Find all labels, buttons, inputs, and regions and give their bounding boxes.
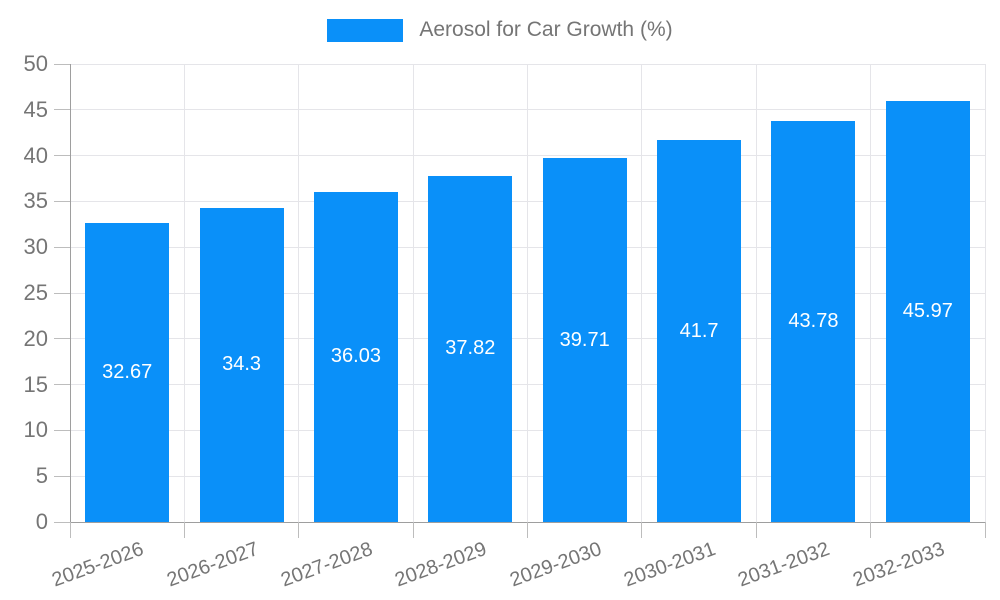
y-tick-label: 0 [35, 509, 48, 534]
x-axis-tick [641, 522, 643, 538]
y-tick-label: 15 [23, 371, 48, 397]
x-axis-tick [298, 522, 300, 538]
bar[interactable]: 37.82 [428, 175, 513, 522]
y-axis-tick [54, 475, 70, 477]
legend-series-label: Aerosol for Car Growth (%) [419, 18, 673, 41]
x-axis-tick [984, 522, 986, 538]
x-axis-tick [755, 522, 757, 538]
v-gridline [870, 64, 872, 522]
bar[interactable]: 41.7 [657, 140, 742, 522]
y-axis-tick [54, 384, 70, 386]
bar[interactable]: 36.03 [313, 191, 398, 522]
x-axis-tick [69, 522, 71, 538]
v-gridline [298, 64, 300, 522]
v-gridline [641, 64, 643, 522]
bar[interactable]: 43.78 [771, 120, 856, 522]
y-tick-label: 20 [23, 325, 48, 351]
v-gridline [984, 64, 986, 522]
y-tick-label: 45 [23, 96, 48, 122]
y-tick-label: 50 [23, 51, 48, 76]
y-axis-tick [54, 200, 70, 202]
y-tick-label: 35 [23, 188, 48, 214]
bar-value-label: 45.97 [902, 299, 953, 322]
y-tick-label: 30 [23, 234, 48, 260]
y-tick-label: 40 [23, 142, 48, 168]
y-axis-tick [54, 155, 70, 157]
x-axis-tick [527, 522, 528, 538]
y-tick-label: 25 [23, 280, 48, 305]
y-axis-tick [54, 109, 70, 111]
y-axis-tick [54, 292, 70, 294]
bar[interactable]: 45.97 [885, 100, 970, 522]
bar-value-label: 37.82 [445, 337, 496, 360]
bar-value-label: 32.67 [102, 360, 153, 383]
y-axis-tick [54, 246, 70, 248]
y-tick-label: 10 [23, 417, 48, 443]
v-gridline [412, 64, 414, 522]
bar[interactable]: 34.3 [199, 207, 284, 522]
y-axis-tick [54, 429, 70, 431]
bar[interactable]: 39.71 [542, 158, 627, 522]
y-axis-tick [54, 63, 70, 65]
chart-legend: Aerosol for Car Growth (%) [0, 18, 1000, 42]
v-gridline [183, 64, 185, 522]
y-axis-tick [54, 521, 70, 523]
x-axis-tick [870, 522, 872, 538]
bar[interactable]: 32.67 [85, 222, 170, 522]
y-tick-label: 5 [35, 463, 48, 489]
x-axis-tick [183, 522, 185, 538]
v-gridline [527, 64, 528, 522]
bar-value-label: 36.03 [330, 345, 381, 368]
bar-value-label: 43.78 [788, 309, 839, 332]
bar-value-label: 34.3 [222, 353, 262, 376]
legend-color-swatch [327, 18, 404, 42]
bar-value-label: 39.71 [559, 328, 610, 351]
y-axis-tick [54, 338, 70, 340]
v-gridline [755, 64, 757, 522]
x-axis-tick [412, 522, 414, 538]
bar-value-label: 41.7 [679, 319, 719, 342]
y-axis-line [69, 64, 71, 522]
